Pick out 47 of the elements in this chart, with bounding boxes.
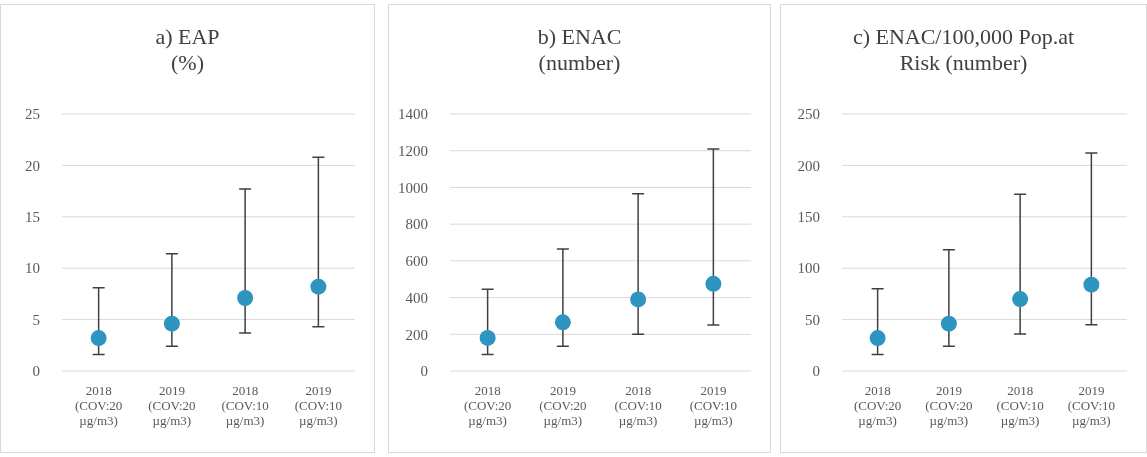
point: [310, 278, 327, 295]
chart-title: b) ENAC (number): [537, 24, 622, 75]
point: [554, 314, 571, 331]
x-tick-label: 2019 (COV:10 µg/m3): [689, 383, 738, 428]
x-tick-label: 2018 (COV:20 µg/m3): [463, 383, 512, 428]
point: [869, 330, 886, 347]
y-tick-label: 0: [812, 363, 820, 380]
y-tick-label: 25: [25, 106, 40, 123]
y-tick-label: 0: [420, 363, 428, 380]
x-tick-label: 2018 (COV:20 µg/m3): [853, 383, 902, 428]
y-tick-label: 1000: [398, 179, 428, 196]
point: [940, 315, 957, 332]
point: [1083, 276, 1100, 293]
y-tick-label: 600: [405, 253, 428, 270]
x-tick-label: 2019 (COV:10 µg/m3): [294, 383, 343, 428]
y-tick-label: 100: [797, 260, 820, 277]
point: [1012, 291, 1029, 308]
x-tick-label: 2018 (COV:10 µg/m3): [996, 383, 1044, 428]
y-tick-label: 0: [32, 363, 40, 380]
x-tick-label: 2019 (COV:20 µg/m3): [148, 383, 196, 428]
y-tick-label: 20: [25, 157, 40, 174]
point: [237, 290, 254, 306]
y-tick-label: 50: [805, 311, 820, 328]
y-tick-label: 250: [797, 106, 820, 123]
chart-title: a) EAP (%): [155, 24, 220, 75]
y-tick-label: 200: [405, 326, 428, 343]
point: [90, 330, 107, 347]
point: [479, 329, 496, 346]
y-tick-label: 10: [25, 260, 40, 277]
y-tick-label: 15: [25, 209, 40, 226]
x-tick-label: 2019 (COV:20 µg/m3): [925, 383, 973, 428]
y-tick-label: 1400: [398, 106, 428, 123]
y-tick-label: 1200: [398, 142, 428, 159]
y-tick-label: 400: [405, 289, 428, 306]
x-tick-label: 2018 (COV:10 µg/m3): [221, 383, 269, 428]
y-tick-label: 150: [797, 209, 820, 226]
point: [163, 315, 180, 332]
y-tick-label: 200: [797, 157, 820, 174]
x-tick-label: 2018 (COV:10 µg/m3): [614, 383, 662, 428]
x-tick-label: 2018 (COV:20 µg/m3): [74, 383, 123, 428]
point: [705, 275, 722, 292]
y-tick-label: 5: [32, 311, 40, 328]
chart-title: c) ENAC/100,000 Pop.at Risk (number): [852, 24, 1075, 75]
point: [630, 291, 647, 308]
y-tick-label: 800: [405, 216, 428, 233]
x-tick-label: 2019 (COV:20 µg/m3): [539, 383, 587, 428]
x-tick-label: 2019 (COV:10 µg/m3): [1067, 383, 1116, 428]
